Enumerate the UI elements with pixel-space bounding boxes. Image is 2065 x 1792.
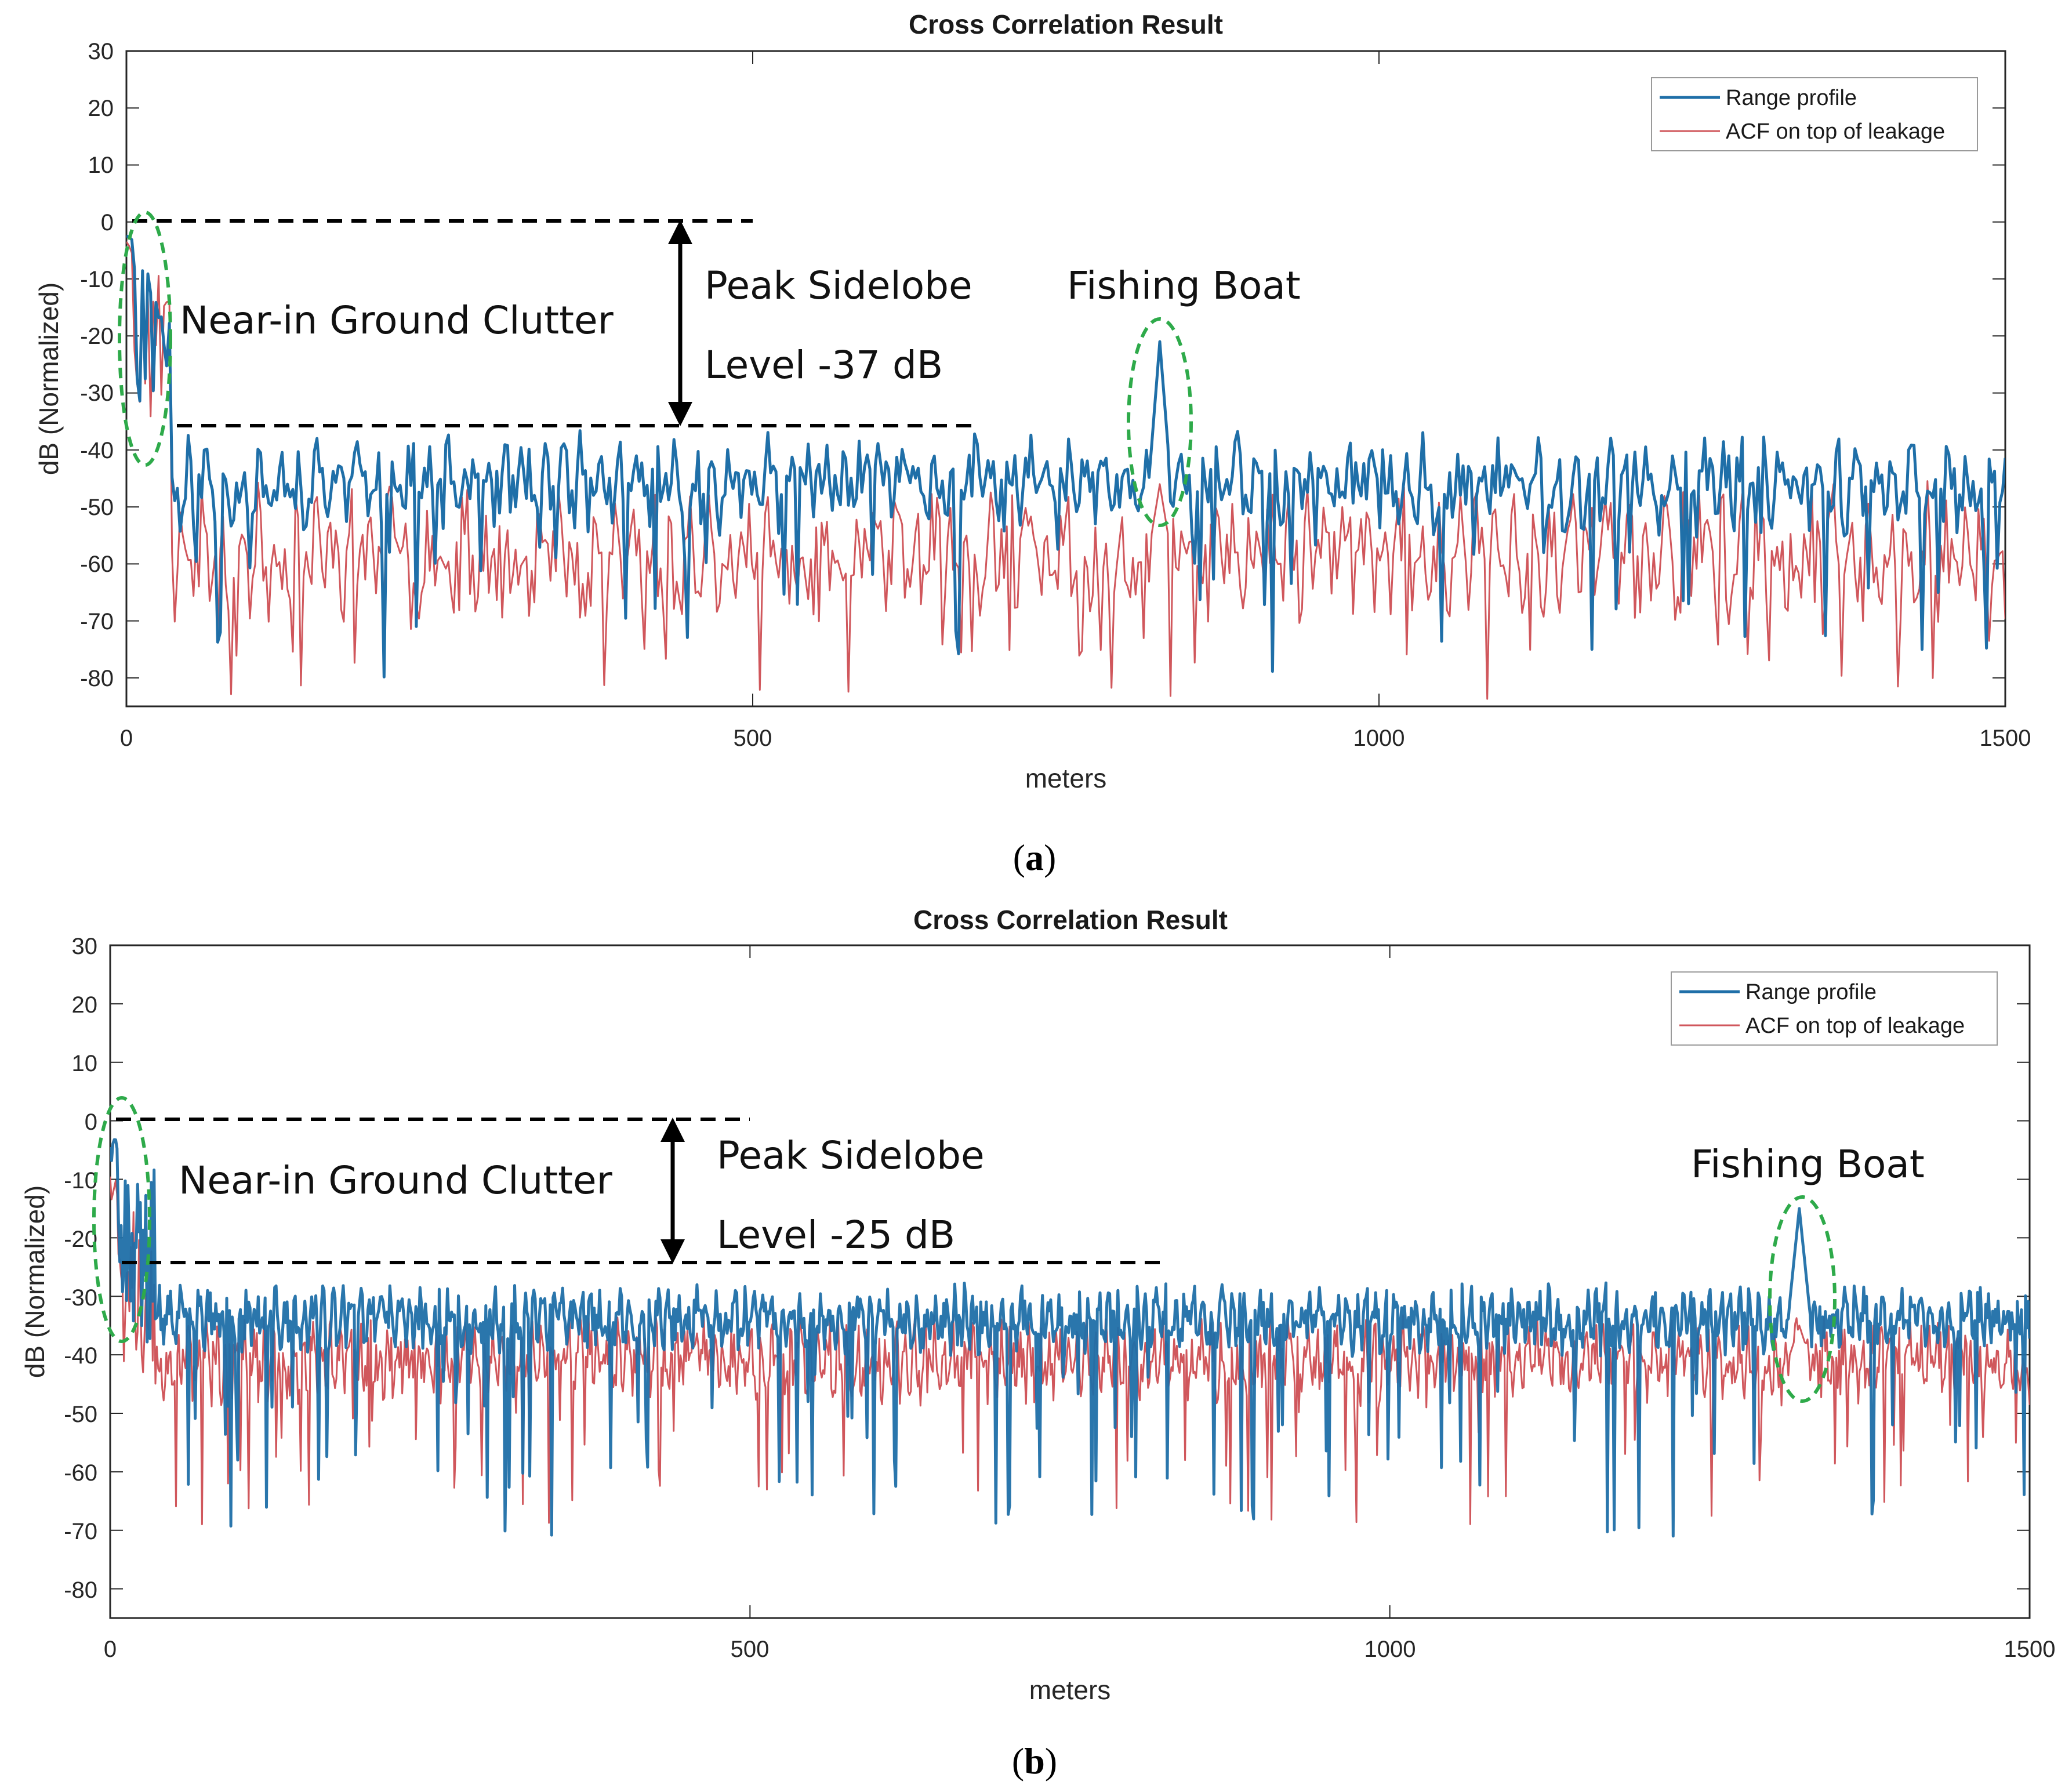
legend-box <box>1671 971 1998 1046</box>
y-tick-label: -10 <box>80 267 114 292</box>
y-tick-label: -30 <box>80 380 114 406</box>
caption-close: ) <box>1045 1740 1057 1782</box>
x-tick-labels: 0 500 1000 1500 <box>104 1637 2056 1662</box>
legend-label: ACF on top of leakage <box>1726 119 1945 144</box>
sidelobe-label-line2: Level -37 dB <box>705 343 943 387</box>
sidelobe-label-line1: Peak Sidelobe <box>705 263 972 308</box>
chart-title: Cross Correlation Result <box>913 905 1228 935</box>
clutter-ellipse <box>92 1096 151 1343</box>
caption-letter: b <box>1024 1740 1045 1782</box>
y-tick-label: 10 <box>72 1051 98 1076</box>
y-tick-label: -50 <box>80 495 114 520</box>
x-tick-label: 1500 <box>2004 1637 2056 1662</box>
x-tick-label: 1000 <box>1353 725 1405 751</box>
y-tick-label: -80 <box>64 1577 97 1603</box>
caption-open: ( <box>1012 1740 1024 1782</box>
x-tick-label: 1500 <box>1980 725 2031 751</box>
legend-label: Range profile <box>1726 86 1857 110</box>
target-label: Fishing Boat <box>1691 1142 1925 1187</box>
y-tick-label: -20 <box>64 1227 97 1252</box>
panel-b: Cross Correlation Result 30 20 10 0 -10 … <box>20 905 2055 1782</box>
target-ellipse <box>1768 1195 1837 1403</box>
y-tick-label: -70 <box>64 1519 97 1544</box>
x-tick-labels: 0 500 1000 1500 <box>120 725 2031 751</box>
x-tick-label: 1000 <box>1364 1637 1416 1662</box>
y-tick-label: -10 <box>64 1168 97 1194</box>
x-tick-label: 500 <box>734 725 772 751</box>
caption-letter: a <box>1025 837 1044 878</box>
panel-a: Cross Correlation Result 30 20 10 0 -10 … <box>34 9 2031 878</box>
x-tick-label: 0 <box>120 725 133 751</box>
y-tick-label: 0 <box>101 210 114 235</box>
legend-label: Range profile <box>1745 980 1877 1004</box>
target-label: Fishing Boat <box>1067 263 1301 308</box>
x-axis-label: meters <box>1029 1675 1111 1705</box>
chart-title: Cross Correlation Result <box>909 9 1223 39</box>
y-axis-label: dB (Normalized) <box>34 282 64 475</box>
y-tick-label: 30 <box>72 934 98 959</box>
sidelobe-label-line2: Level -25 dB <box>717 1213 955 1257</box>
y-tick-labels: 30 20 10 0 -10 -20 -30 -40 -50 -60 -70 -… <box>64 934 97 1603</box>
y-tick-label: -40 <box>64 1343 97 1369</box>
y-tick-label: 0 <box>85 1109 97 1135</box>
x-axis-label: meters <box>1025 763 1107 793</box>
y-tick-label: -50 <box>64 1402 97 1427</box>
y-axis-label: dB (Normalized) <box>20 1185 50 1378</box>
caption-open: ( <box>1013 837 1025 878</box>
y-tick-label: 10 <box>88 153 114 178</box>
series-line-acf <box>126 241 2005 700</box>
series-line-acf <box>110 1176 2030 1525</box>
legend: Range profile ACF on top of leakage <box>1651 77 1978 151</box>
legend-label: ACF on top of leakage <box>1745 1014 1965 1038</box>
target-ellipse <box>1127 317 1193 527</box>
y-tick-label: 20 <box>72 992 98 1018</box>
clutter-ellipse <box>118 211 172 467</box>
plot-area <box>125 50 2006 708</box>
y-tick-label: 20 <box>88 96 114 121</box>
y-tick-labels: 30 20 10 0 -10 -20 -30 -40 -50 -60 -70 -… <box>80 39 114 691</box>
x-tick-label: 500 <box>731 1637 770 1662</box>
sidelobe-label-line1: Peak Sidelobe <box>717 1133 985 1178</box>
x-tick-label: 0 <box>104 1637 117 1662</box>
y-tick-label: -60 <box>80 552 114 577</box>
y-tick-label: -20 <box>80 324 114 349</box>
y-tick-label: -70 <box>80 609 114 634</box>
clutter-label: Near-in Ground Clutter <box>180 298 614 343</box>
y-tick-label: -40 <box>80 438 114 463</box>
clutter-label: Near-in Ground Clutter <box>179 1158 613 1203</box>
y-tick-label: -30 <box>64 1285 97 1311</box>
panel-caption: (a) <box>1013 837 1057 878</box>
caption-close: ) <box>1044 837 1056 878</box>
series-line-range-profile <box>110 1138 2030 1538</box>
plot-area <box>109 944 2031 1619</box>
y-tick-label: 30 <box>88 39 114 64</box>
series-line-range-profile <box>126 234 2005 679</box>
legend-box <box>1651 77 1978 151</box>
y-tick-label: -80 <box>80 666 114 691</box>
panel-caption: (b) <box>1012 1740 1057 1782</box>
legend: Range profile ACF on top of leakage <box>1671 971 1998 1046</box>
y-tick-label: -60 <box>64 1460 97 1486</box>
